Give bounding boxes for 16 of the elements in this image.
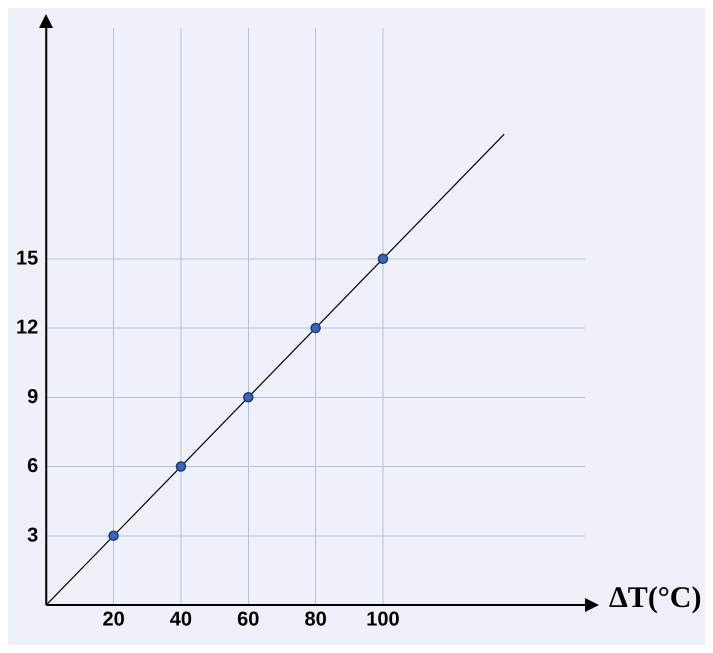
y-tick-label: 12 [16, 316, 38, 339]
x-tick-label: 60 [237, 608, 260, 631]
x-axis-title: ΔT(°C) [609, 580, 702, 614]
point [243, 392, 254, 403]
point [176, 461, 186, 472]
point [378, 254, 388, 264]
y-tick-label: 6 [27, 455, 38, 478]
y-tick-label: 9 [27, 386, 38, 408]
x-tick-label: 40 [170, 608, 192, 631]
point [108, 530, 119, 542]
point [310, 322, 321, 334]
x-tick-label: 80 [304, 608, 327, 631]
y-tick-label: 15 [16, 247, 38, 270]
x-tick-label: 100 [366, 608, 400, 631]
y-tick-label: 3 [27, 524, 38, 546]
x-tick-label: 20 [102, 608, 125, 631]
